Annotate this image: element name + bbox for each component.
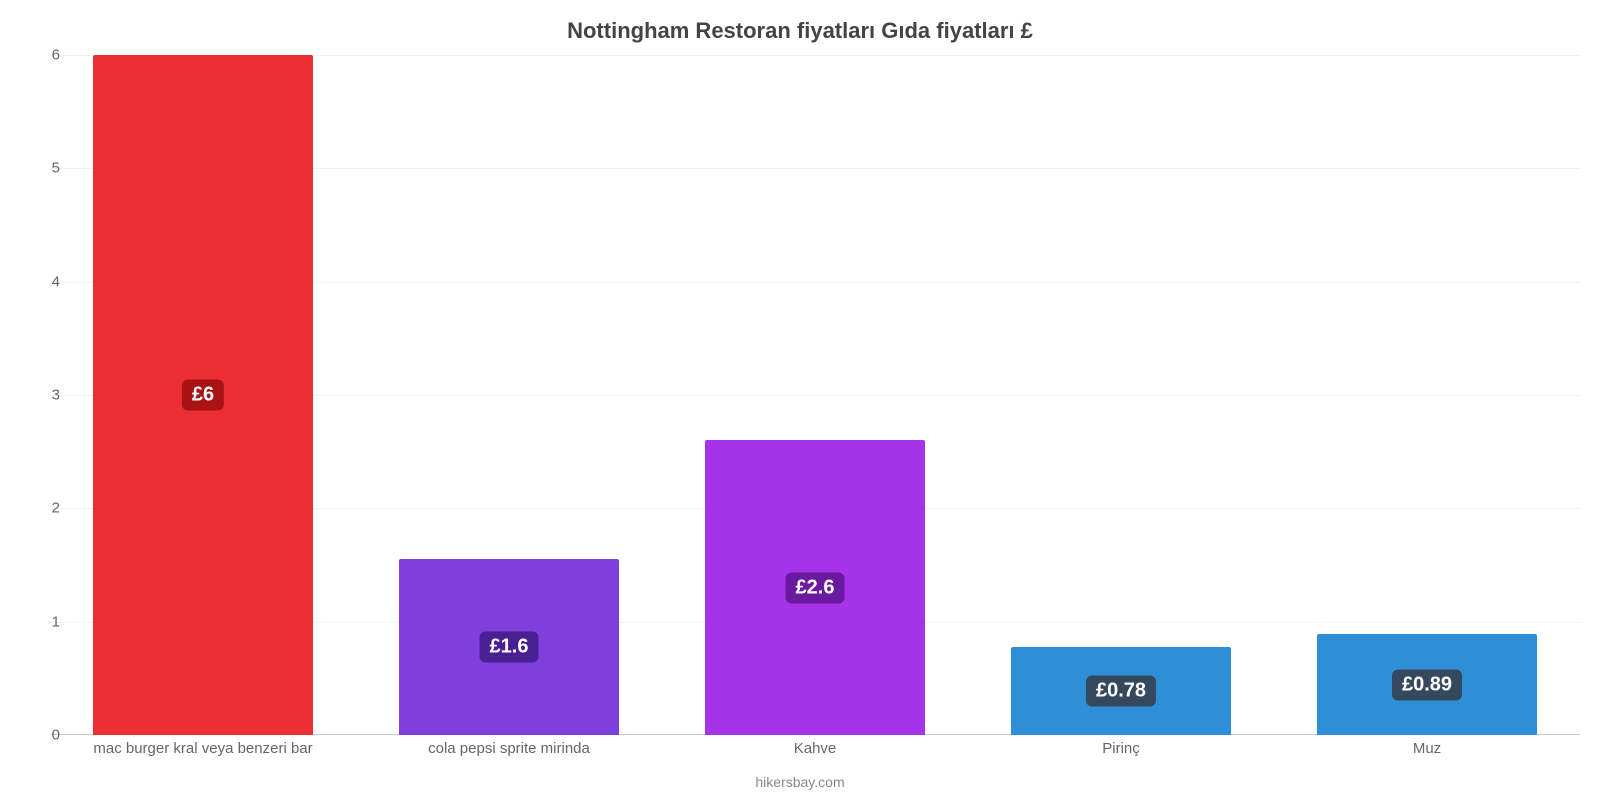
x-tick-label: cola pepsi sprite mirinda xyxy=(428,740,590,757)
x-tick-label: Kahve xyxy=(794,740,837,757)
chart-title: Nottingham Restoran fiyatları Gıda fiyat… xyxy=(0,18,1600,44)
y-tick-label: 6 xyxy=(20,47,60,64)
y-tick-label: 0 xyxy=(20,727,60,744)
bar-value-label: £6 xyxy=(182,380,224,411)
price-chart: Nottingham Restoran fiyatları Gıda fiyat… xyxy=(0,0,1600,800)
bar-value-label: £2.6 xyxy=(786,572,845,603)
y-tick-label: 1 xyxy=(20,613,60,630)
x-tick-label: Pirinç xyxy=(1102,740,1140,757)
plot-area: £6 £1.6 £2.6 £0.78 £0.89 xyxy=(50,55,1580,735)
bar-value-label: £0.89 xyxy=(1392,669,1462,700)
bar-value-label: £1.6 xyxy=(480,632,539,663)
x-tick-label: mac burger kral veya benzeri bar xyxy=(93,740,312,757)
y-tick-label: 5 xyxy=(20,160,60,177)
y-tick-label: 3 xyxy=(20,387,60,404)
y-tick-label: 4 xyxy=(20,273,60,290)
x-tick-label: Muz xyxy=(1413,740,1441,757)
bar-value-label: £0.78 xyxy=(1086,675,1156,706)
y-tick-label: 2 xyxy=(20,500,60,517)
chart-credit: hikersbay.com xyxy=(0,774,1600,790)
